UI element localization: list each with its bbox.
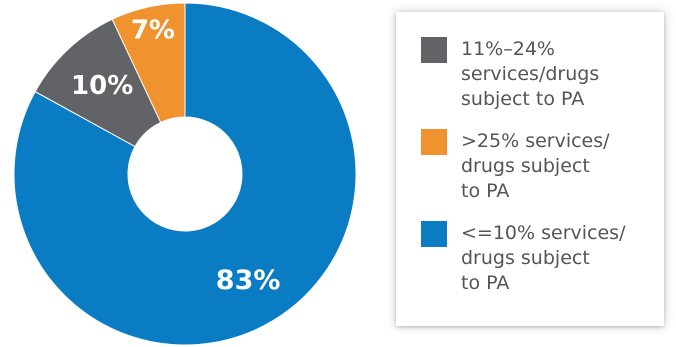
legend-swatch-over-25 (421, 129, 447, 155)
legend-entry-11-24: 11%–24% services/drugs subject to PA (421, 37, 664, 112)
legend-label-11-24: 11%–24% services/drugs subject to PA (461, 38, 600, 110)
slice-label-83: 83% (216, 265, 281, 296)
legend-panel: 11%–24% services/drugs subject to PA >25… (396, 12, 664, 326)
legend-swatch-11-24 (421, 37, 447, 63)
legend-label-under-10: <=10% services/ drugs subject to PA (461, 222, 626, 294)
legend-entry-over-25: >25% services/ drugs subject to PA (421, 129, 664, 204)
slice-7 (111, 2, 186, 124)
legend-label-over-25: >25% services/ drugs subject to PA (461, 130, 610, 202)
slice-label-10: 10% (71, 71, 133, 101)
legend-entry-under-10: <=10% services/ drugs subject to PA (421, 221, 664, 296)
slice-83 (13, 2, 357, 346)
legend-swatch-under-10 (421, 221, 447, 247)
slice-label-7: 7% (131, 16, 175, 46)
donut-chart: 83% 10% 7% (13, 2, 357, 346)
